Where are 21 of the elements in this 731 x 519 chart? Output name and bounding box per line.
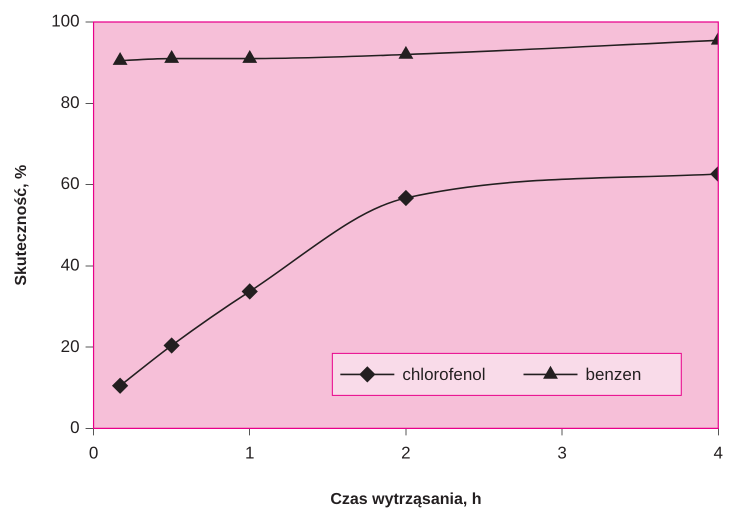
y-tick-label: 80: [60, 92, 80, 112]
point: [164, 338, 180, 354]
legend-label: chlorofenol: [402, 365, 486, 384]
y-axis-title: Skuteczność, %: [13, 164, 30, 286]
point: [112, 378, 128, 394]
y-tick-label: 20: [60, 336, 80, 356]
y-tick-label: 0: [70, 418, 80, 438]
y-tick-label: 40: [60, 256, 80, 275]
point: [242, 284, 258, 300]
point: [242, 50, 257, 63]
y-tick-label: 100: [51, 12, 80, 31]
point: [164, 50, 179, 63]
x-axis-title: Czas wytrząsania, h: [330, 490, 482, 508]
x-tick-label: 4: [714, 443, 724, 462]
point: [113, 52, 127, 65]
x-tick-label: 2: [401, 443, 411, 462]
x-tick-label: 1: [245, 443, 254, 462]
y-tick-label: 60: [60, 174, 80, 194]
x-tick-label: 3: [557, 443, 567, 462]
x-tick-label: 0: [88, 443, 98, 462]
legend-label: benzen: [586, 365, 642, 384]
